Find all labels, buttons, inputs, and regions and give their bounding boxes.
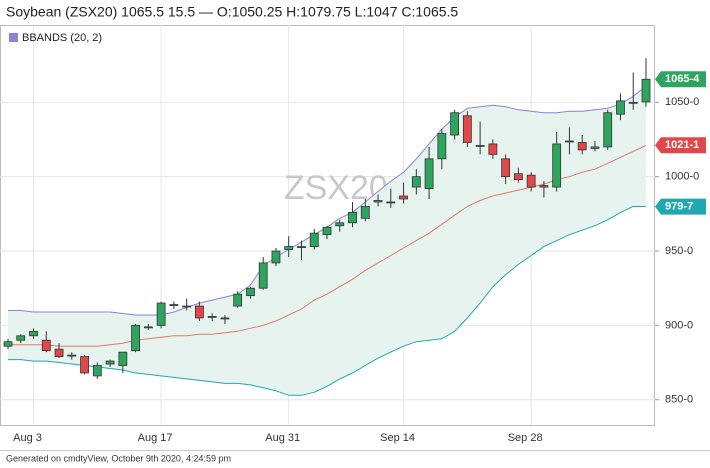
y-tick-label: 1000-0 xyxy=(665,171,699,183)
candle-body xyxy=(194,305,204,319)
candle-body xyxy=(54,348,64,357)
candle-body xyxy=(284,246,294,250)
candle-body xyxy=(29,330,38,337)
candle-body xyxy=(462,115,472,143)
price-tag xyxy=(655,137,706,154)
candle-body xyxy=(424,158,434,189)
footer: Generated on cmdtyView, October 9th 2020… xyxy=(6,453,231,463)
x-tick-label: Aug 17 xyxy=(138,432,173,444)
y-tick-label: 1050-0 xyxy=(665,96,699,108)
candle-body xyxy=(373,200,383,203)
candle-body xyxy=(246,287,255,297)
candle-body xyxy=(526,174,536,188)
x-tick-label: Aug 3 xyxy=(13,432,42,444)
price-tag-label: 1021-1 xyxy=(665,139,699,151)
candle-body xyxy=(399,195,408,200)
candle-body xyxy=(565,140,574,143)
y-tick-label: 900-0 xyxy=(665,319,693,331)
candle-body xyxy=(450,112,460,136)
candle-body xyxy=(488,143,498,155)
candle-body xyxy=(16,335,26,341)
x-tick-label: Sep 14 xyxy=(380,432,415,444)
candle-body xyxy=(577,142,587,151)
candle-body xyxy=(501,158,511,178)
candle-body xyxy=(271,250,281,264)
candle-body xyxy=(220,317,230,320)
candle-body xyxy=(616,100,625,115)
candle-body xyxy=(258,262,268,289)
candle-body xyxy=(233,293,243,307)
candle-body xyxy=(386,201,396,204)
x-tick-label: Sep 28 xyxy=(508,432,543,444)
candle-body xyxy=(514,173,523,181)
candle-body xyxy=(131,324,141,352)
candle-body xyxy=(80,356,89,374)
band-fill xyxy=(8,86,646,396)
candle-body xyxy=(182,305,192,308)
candle-body xyxy=(322,226,332,236)
candle-body xyxy=(603,112,613,148)
plot-frame xyxy=(0,25,655,426)
y-tick-label: 950-0 xyxy=(665,245,693,257)
candle-body xyxy=(207,316,217,318)
candle-body xyxy=(437,133,447,160)
candle-body xyxy=(105,360,115,365)
price-tag xyxy=(655,71,706,88)
chart-title: Soybean (ZSX20) 1065.5 15.5 — O:1050.25 … xyxy=(6,4,458,20)
candle-body xyxy=(92,365,102,377)
candle-body xyxy=(411,176,421,188)
candle-body xyxy=(297,246,306,248)
price-tag-label: 1065-4 xyxy=(665,73,700,85)
candle-body xyxy=(628,101,638,104)
candle-body xyxy=(156,302,166,326)
candle-body xyxy=(335,222,345,227)
band-lower xyxy=(8,205,647,396)
candle-body xyxy=(552,143,562,188)
candle-body xyxy=(3,341,13,347)
candle-body xyxy=(539,185,549,188)
candle-body xyxy=(360,206,370,219)
legend-label: BBANDS (20, 2) xyxy=(22,32,102,44)
candle-body xyxy=(475,145,485,147)
x-tick-label: Aug 31 xyxy=(265,432,300,444)
candle-body xyxy=(309,232,319,247)
band-middle xyxy=(8,144,647,347)
candle-body xyxy=(169,304,179,306)
candle-body xyxy=(143,326,153,329)
candle-body xyxy=(348,211,357,224)
price-tag-label: 979-7 xyxy=(665,201,693,213)
candle-body xyxy=(118,351,128,366)
price-tag xyxy=(655,198,706,215)
candle-body xyxy=(67,354,77,357)
legend-swatch xyxy=(9,33,18,42)
candle-body xyxy=(590,146,600,149)
candle-body xyxy=(41,339,51,352)
candle-body xyxy=(641,78,651,103)
y-tick-label: 850-0 xyxy=(665,394,693,406)
